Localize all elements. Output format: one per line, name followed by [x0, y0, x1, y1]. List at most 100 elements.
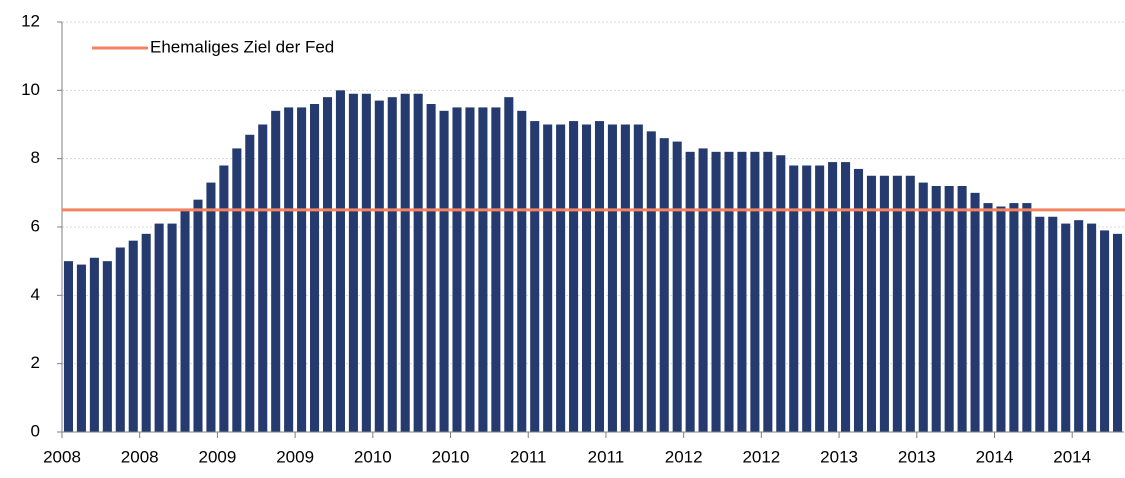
bar: [1087, 223, 1097, 432]
bar: [258, 124, 268, 432]
bar: [556, 124, 566, 432]
bar: [141, 233, 151, 432]
x-tick-label: 2012: [665, 447, 703, 466]
bar: [918, 182, 928, 432]
bar: [76, 264, 86, 432]
x-tick-label: 2008: [121, 447, 159, 466]
x-tick-label: 2010: [354, 447, 392, 466]
bar: [465, 107, 475, 433]
bar: [310, 104, 320, 432]
y-tick-label: 2: [31, 353, 40, 372]
bar: [128, 240, 138, 432]
y-tick-label: 8: [31, 148, 40, 167]
bar: [180, 209, 190, 432]
bar: [594, 121, 605, 432]
x-tick-label: 2009: [199, 447, 237, 466]
bar: [219, 165, 229, 432]
bar: [776, 155, 786, 432]
y-tick-label: 6: [31, 216, 40, 235]
y-tick-label: 10: [21, 80, 40, 99]
bar: [1022, 203, 1032, 432]
bar: [1100, 230, 1110, 432]
bar: [724, 151, 734, 433]
bar: [905, 175, 915, 432]
x-tick-label: 2013: [898, 447, 936, 466]
bar: [737, 151, 747, 433]
bar: [685, 151, 695, 433]
bar: [154, 223, 164, 432]
x-tick-label: 2012: [742, 447, 780, 466]
bar: [659, 138, 669, 432]
bar: [439, 110, 449, 432]
bar: [167, 223, 177, 432]
bar: [698, 148, 708, 432]
y-tick-label: 0: [31, 421, 40, 440]
bar: [672, 141, 682, 433]
bar: [763, 151, 773, 433]
bar: [815, 165, 825, 432]
bar: [802, 165, 812, 432]
bar: [569, 121, 579, 432]
bar: [646, 131, 656, 433]
bar: [1035, 216, 1045, 432]
bar: [491, 107, 501, 433]
bar: [957, 186, 967, 432]
x-tick-label: 2014: [1053, 447, 1091, 466]
y-tick-label: 4: [31, 285, 40, 304]
bar: [853, 168, 864, 432]
bar: [335, 90, 345, 432]
bar: [387, 97, 397, 433]
x-tick-label: 2010: [432, 447, 470, 466]
bar: [1048, 216, 1058, 432]
bar: [478, 107, 488, 433]
bar: [828, 162, 838, 433]
bar: [206, 182, 216, 432]
x-tick-label: 2011: [510, 447, 547, 466]
bar: [841, 162, 851, 433]
bar: [789, 165, 799, 432]
bar: [271, 110, 281, 432]
bar: [607, 124, 617, 432]
bar: [348, 93, 358, 432]
bar: [1074, 220, 1084, 432]
bar: [931, 186, 941, 432]
bar: [983, 203, 993, 432]
bar: [879, 175, 889, 432]
bar: [944, 186, 954, 432]
x-tick-label: 2011: [588, 447, 625, 466]
bar: [517, 110, 527, 432]
x-tick-label: 2009: [276, 447, 314, 466]
bar: [996, 206, 1006, 432]
x-tick-label: 2013: [820, 447, 858, 466]
bar: [1061, 223, 1071, 432]
bar: [63, 261, 74, 432]
x-tick-label: 2008: [43, 447, 81, 466]
bar: [543, 124, 553, 432]
x-tick-label: 2014: [976, 447, 1014, 466]
bar: [970, 192, 980, 432]
bar: [1009, 203, 1019, 432]
bar: [711, 151, 721, 433]
bar: [504, 97, 514, 433]
y-tick-label: 12: [21, 11, 40, 30]
bar: [892, 175, 902, 432]
bar: [581, 124, 592, 432]
bar: [1112, 233, 1123, 432]
bar: [452, 107, 462, 433]
bar: [620, 124, 630, 432]
bar: [322, 97, 333, 433]
bar: [102, 261, 112, 432]
bar: [284, 107, 294, 433]
bar: [400, 93, 410, 432]
bar: [232, 148, 242, 432]
bar: [115, 247, 125, 432]
bar: [245, 134, 255, 432]
bar: [426, 104, 436, 432]
bar: [361, 93, 371, 432]
bar: [413, 93, 423, 432]
bar: [374, 100, 384, 432]
bar: [297, 107, 307, 433]
bar: [193, 199, 203, 432]
bar: [89, 257, 99, 432]
